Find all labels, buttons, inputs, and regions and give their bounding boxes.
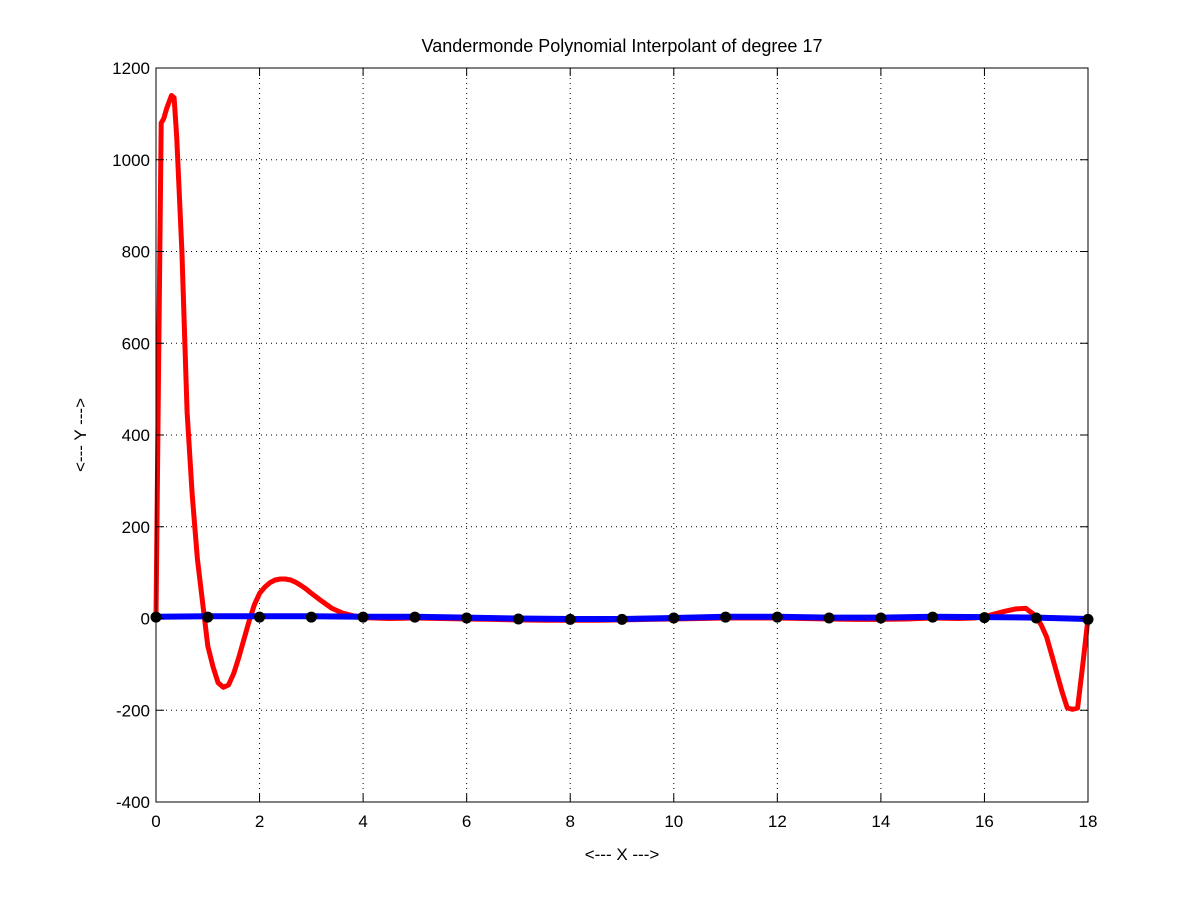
x-axis-label: <--- X ---> <box>585 845 660 864</box>
data-point-marker <box>512 613 524 625</box>
x-tick-label: 2 <box>255 812 264 831</box>
data-point-marker <box>305 611 317 623</box>
data-point-marker <box>1030 612 1042 624</box>
data-point-marker <box>823 612 835 624</box>
y-tick-label: -200 <box>116 701 150 720</box>
x-tick-labels: 0 2 4 6 8 10 12 14 16 18 <box>151 812 1097 831</box>
y-tick-label: 600 <box>122 334 150 353</box>
data-point-marker <box>357 611 369 623</box>
data-point-marker <box>461 612 473 624</box>
x-tick-label: 12 <box>768 812 787 831</box>
chart-title: Vandermonde Polynomial Interpolant of de… <box>422 36 823 56</box>
x-tick-label: 6 <box>462 812 471 831</box>
data-point-marker <box>202 611 214 623</box>
y-tick-label: 1200 <box>112 59 150 78</box>
data-point-marker <box>564 613 576 625</box>
tick-marks <box>155 67 1089 803</box>
x-tick-label: 14 <box>871 812 890 831</box>
data-point-marker <box>771 611 783 623</box>
x-tick-label: 8 <box>565 812 574 831</box>
grid-lines <box>156 68 1088 802</box>
y-tick-label: 200 <box>122 518 150 537</box>
y-tick-label: -400 <box>116 793 150 812</box>
y-axis-label: <--- Y ---> <box>71 398 90 472</box>
x-tick-label: 18 <box>1079 812 1098 831</box>
x-tick-label: 10 <box>664 812 683 831</box>
data-point-marker <box>720 611 732 623</box>
y-tick-label: 0 <box>141 610 150 629</box>
data-point-marker <box>978 612 990 624</box>
series-layer <box>150 93 1094 712</box>
data-point-marker <box>875 612 887 624</box>
x-tick-label: 4 <box>358 812 367 831</box>
data-point-marker <box>668 612 680 624</box>
data-point-marker <box>409 611 421 623</box>
data-point-marker <box>927 611 939 623</box>
y-tick-label: 400 <box>122 426 150 445</box>
y-tick-label: 1000 <box>112 151 150 170</box>
y-tick-label: 800 <box>122 243 150 262</box>
x-tick-label: 16 <box>975 812 994 831</box>
x-tick-label: 0 <box>151 812 160 831</box>
data-point-marker <box>254 611 266 623</box>
data-point-marker <box>616 613 628 625</box>
y-tick-labels: -400 -200 0 200 400 600 800 1000 1200 <box>112 59 150 812</box>
